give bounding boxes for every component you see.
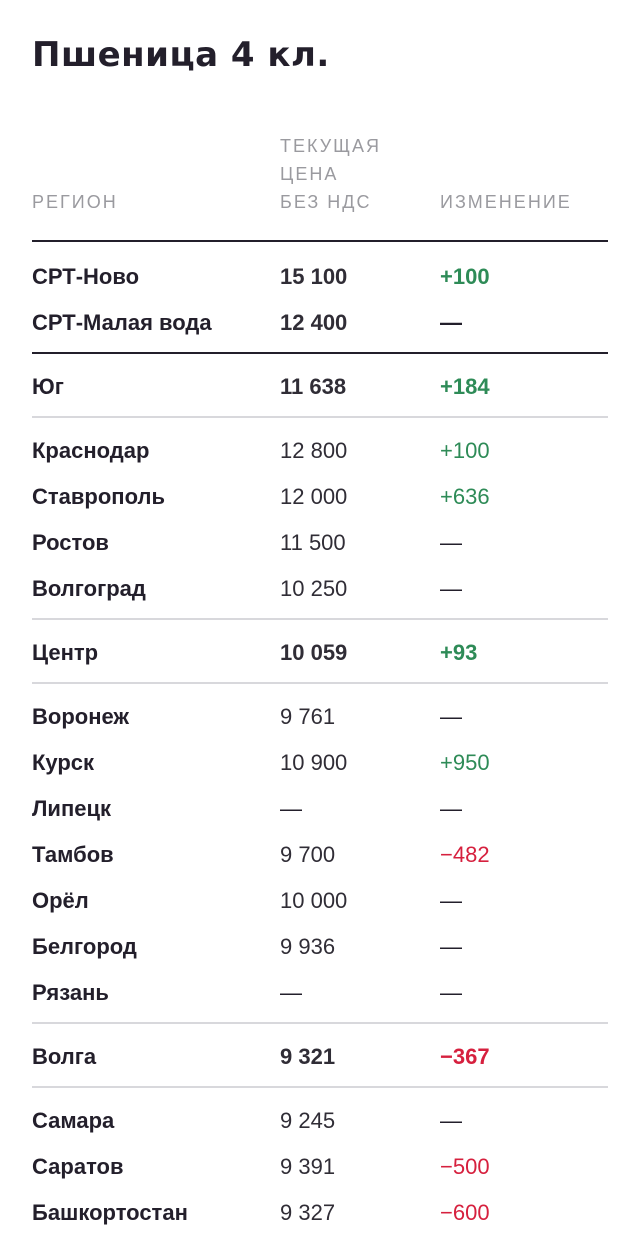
group-divider (32, 618, 608, 620)
current-price: 10 900 (280, 750, 348, 775)
region-name: Волгоград (32, 576, 146, 601)
current-price: 9 391 (280, 1154, 336, 1179)
region-name: Курск (32, 750, 95, 775)
price-change: — (440, 934, 462, 959)
table-row: Башкортостан 9 327 −600 (32, 1190, 608, 1236)
region-name: Башкортостан (32, 1200, 188, 1225)
region-name: СРТ-Малая вода (32, 310, 212, 335)
price-change: +950 (440, 750, 490, 775)
table-row: Тамбов 9 700 −482 (32, 832, 608, 878)
table-row: Белгород 9 936 — (32, 924, 608, 970)
table-row: Ростов 11 500 — (32, 520, 608, 566)
region-name: СРТ-Ново (32, 264, 140, 289)
price-change: +100 (440, 438, 490, 463)
price-change: — (440, 704, 462, 729)
table-row: Волгоград 10 250 — (32, 566, 608, 612)
table-row: Краснодар 12 800 +100 (32, 428, 608, 474)
table-row: Самара 9 245 — (32, 1098, 608, 1144)
price-change: −367 (440, 1044, 490, 1069)
header-region: РЕГИОН (32, 192, 118, 212)
region-name: Орёл (32, 888, 89, 913)
region-name: Ростов (32, 530, 109, 555)
header-change: ИЗМЕНЕНИЕ (440, 192, 572, 212)
price-change: — (440, 888, 462, 913)
current-price: 11 500 (280, 530, 346, 555)
group-divider (32, 352, 608, 354)
table-row-summary: Юг 11 638 +184 (32, 364, 608, 410)
table-row-summary: Волга 9 321 −367 (32, 1034, 608, 1080)
table-row: Рязань — — (32, 970, 608, 1016)
page-title: Пшеница 4 кл. (32, 35, 330, 75)
current-price: 9 327 (280, 1200, 336, 1225)
region-name: Воронеж (32, 704, 130, 729)
region-name: Саратов (32, 1154, 124, 1179)
table-body: СРТ-Ново 15 100 +100 СРТ-Малая вода 12 400 — Ю… (32, 242, 608, 1236)
current-price: 11 638 (280, 374, 347, 399)
table-row: Курск 10 900 +950 (32, 740, 608, 786)
region-name: Волга (32, 1044, 97, 1069)
price-change: — (440, 576, 462, 601)
price-change: — (440, 310, 462, 335)
table-row-summary: СРТ-Ново 15 100 +100 (32, 254, 608, 300)
region-name: Ставрополь (32, 484, 165, 509)
price-change: +93 (440, 640, 478, 665)
current-price: 12 800 (280, 438, 348, 463)
region-name: Тамбов (32, 842, 114, 867)
table-row: Саратов 9 391 −500 (32, 1144, 608, 1190)
table-row-summary: СРТ-Малая вода 12 400 — (32, 300, 608, 346)
price-change: +184 (440, 374, 490, 399)
group-divider (32, 682, 608, 684)
price-change: — (440, 980, 462, 1005)
table-header: РЕГИОН ТЕКУЩАЯ ЦЕНА БЕЗ НДС ИЗМЕНЕНИЕ (32, 128, 608, 242)
table-row: Орёл 10 000 — (32, 878, 608, 924)
current-price: 9 936 (280, 934, 336, 959)
header-price-line2: ЦЕНА (280, 164, 339, 184)
group-divider (32, 1086, 608, 1088)
price-change: — (440, 796, 462, 821)
current-price: 15 100 (280, 264, 348, 289)
price-change: — (440, 530, 462, 555)
group-divider (32, 416, 608, 418)
table-row: Воронеж 9 761 — (32, 694, 608, 740)
price-change: +636 (440, 484, 490, 509)
region-name: Рязань (32, 980, 109, 1005)
header-price-line3: БЕЗ НДС (280, 192, 372, 212)
region-name: Центр (32, 640, 99, 665)
region-name: Юг (32, 374, 64, 399)
table-row: Ставрополь 12 000 +636 (32, 474, 608, 520)
price-change: −500 (440, 1154, 490, 1179)
current-price: 9 700 (280, 842, 336, 867)
region-name: Краснодар (32, 438, 150, 463)
current-price: — (280, 980, 302, 1005)
price-change: −482 (440, 842, 490, 867)
price-change: — (440, 1108, 462, 1133)
header-price-line1: ТЕКУЩАЯ (280, 136, 382, 156)
region-name: Самара (32, 1108, 115, 1133)
region-name: Липецк (32, 796, 112, 821)
group-divider (32, 1022, 608, 1024)
table-row: Липецк — — (32, 786, 608, 832)
current-price: 9 245 (280, 1108, 336, 1133)
current-price: 12 400 (280, 310, 348, 335)
current-price: 10 000 (280, 888, 348, 913)
current-price: 10 250 (280, 576, 348, 601)
current-price: 9 761 (280, 704, 336, 729)
current-price: — (280, 796, 302, 821)
price-change: +100 (440, 264, 490, 289)
price-change: −600 (440, 1200, 490, 1225)
table-row-summary: Центр 10 059 +93 (32, 630, 608, 676)
current-price: 10 059 (280, 640, 348, 665)
region-name: Белгород (32, 934, 137, 959)
current-price: 9 321 (280, 1044, 336, 1069)
header-price: ТЕКУЩАЯ ЦЕНА БЕЗ НДС (280, 132, 430, 216)
spacer (32, 242, 608, 254)
current-price: 12 000 (280, 484, 348, 509)
